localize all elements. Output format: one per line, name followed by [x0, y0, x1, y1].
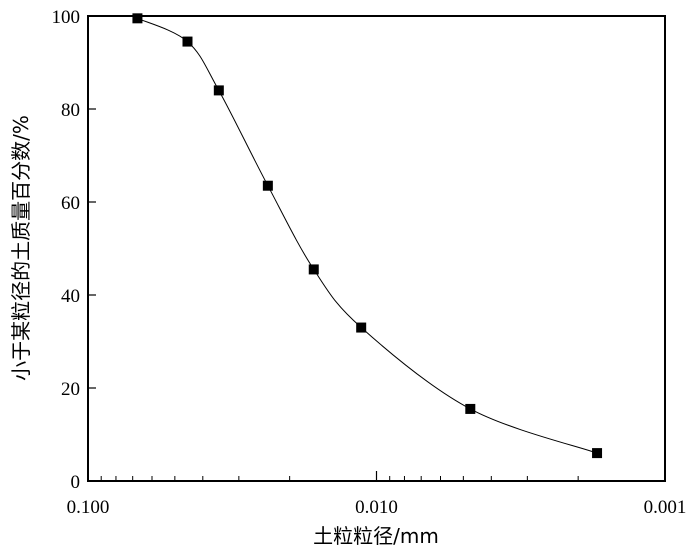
x-tick-label-1: 0.010 — [355, 497, 398, 518]
data-point-0 — [132, 13, 143, 24]
fitted-curve — [137, 17, 598, 454]
plot-frame — [87, 15, 666, 482]
y-tick-label-0: 0 — [71, 472, 81, 493]
y-tick-label-5: 100 — [52, 7, 81, 28]
x-tick-label-0: 0.100 — [67, 497, 110, 518]
x-axis-ticks: 0.100 0.010 0.001 — [67, 471, 687, 518]
y-axis-ticks: 0 20 40 60 80 100 — [52, 7, 96, 493]
data-point-7 — [592, 448, 603, 459]
y-tick-label-1: 20 — [61, 379, 80, 400]
y-axis-title: 小于某粒径的土质量百分数/% — [9, 115, 33, 381]
y-tick-label-4: 80 — [61, 100, 80, 121]
data-point-6 — [465, 403, 476, 414]
data-point-1 — [182, 36, 193, 47]
x-axis-title: 土粒粒径/mm — [313, 524, 439, 548]
data-point-2 — [213, 85, 224, 96]
data-points — [132, 13, 603, 459]
data-point-5 — [356, 322, 367, 333]
x-minor-ticks — [100, 476, 579, 481]
x-tick-label-2: 0.001 — [644, 497, 687, 518]
data-point-3 — [262, 180, 273, 191]
data-point-4 — [308, 264, 319, 275]
y-tick-label-3: 60 — [61, 193, 80, 214]
y-tick-label-2: 40 — [61, 286, 80, 307]
